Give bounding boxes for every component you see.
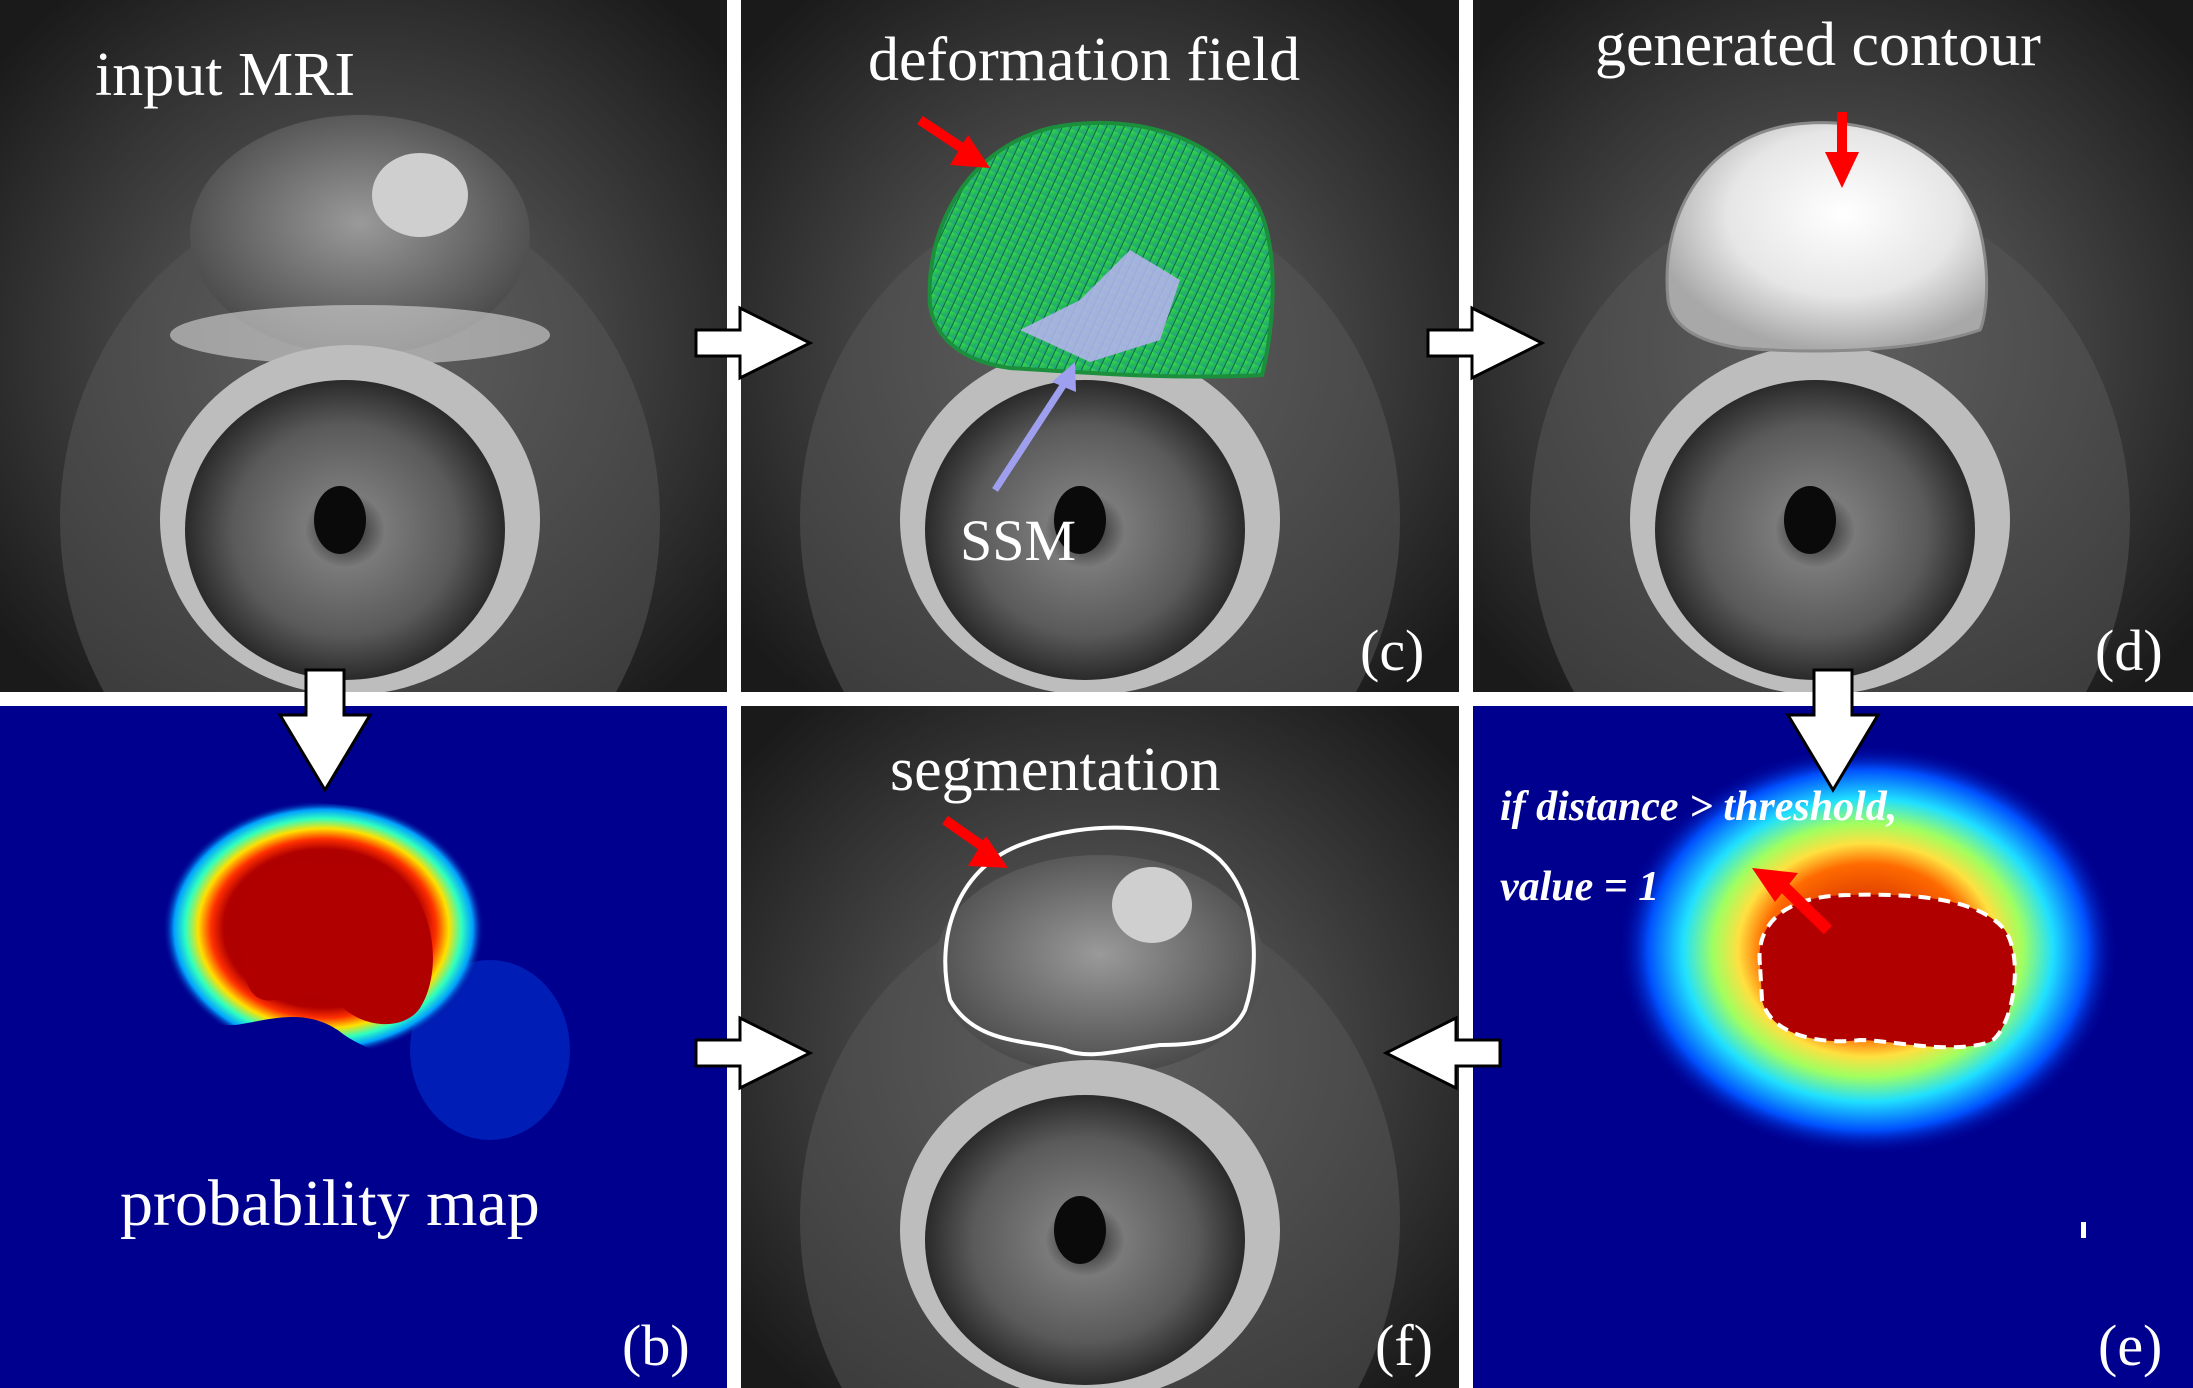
ssm-arrowhead <box>1052 362 1076 392</box>
threshold-note-line2: value = 1 <box>1500 864 1659 910</box>
panel-c-title: deformation field <box>868 26 1300 94</box>
red-arrow-f <box>942 815 988 853</box>
panel-b <box>0 706 727 1388</box>
small-mark <box>2081 1222 2086 1238</box>
arrow-a-to-c <box>694 305 814 381</box>
flow-arrows <box>277 305 1881 1091</box>
panel-d <box>1473 0 2193 692</box>
panel-b-label: (b) <box>622 1313 690 1378</box>
red-arrow-e <box>1777 880 1833 935</box>
panel-f-label: (f) <box>1375 1313 1433 1378</box>
panel-a <box>0 0 727 692</box>
panel-f-title: segmentation <box>890 736 1221 804</box>
deformation-field-surface <box>927 120 1275 379</box>
panel-e <box>1473 706 2193 1388</box>
generated-contour-dome <box>1665 121 1989 353</box>
thresholded-region <box>1757 892 2017 1050</box>
rectum-lumen <box>1784 486 1836 554</box>
rectum-lumen <box>314 486 366 554</box>
prostate-region <box>935 855 1265 1075</box>
arrow-d-to-e <box>1785 668 1881 793</box>
panel-b-caption: probability map <box>120 1167 540 1240</box>
panel-c-label: (c) <box>1360 618 1424 683</box>
panel-a-title: input MRI <box>95 41 355 109</box>
ssm-label: SSM <box>960 508 1076 573</box>
panel-f <box>741 706 1459 1388</box>
lesion <box>372 153 468 237</box>
arrow-b-to-f <box>694 1015 814 1091</box>
ssm-patch <box>1020 250 1180 362</box>
panel-d-title: generated contour <box>1595 11 2041 79</box>
panel-d-label: (d) <box>2095 618 2163 683</box>
rectum-lumen <box>1054 486 1106 554</box>
arrow-e-to-f <box>1382 1015 1502 1091</box>
red-arrowhead-d <box>1825 152 1859 188</box>
threshold-note-line1: if distance > threshold, <box>1500 784 1897 830</box>
red-arrow-c <box>917 115 968 155</box>
ssm-arrow <box>992 376 1071 492</box>
red-arrowhead-c <box>950 135 990 168</box>
rectum-lumen <box>1054 1196 1106 1264</box>
bright-band <box>170 305 550 365</box>
red-arrowhead-e <box>1752 868 1798 902</box>
arrow-a-to-b <box>277 668 373 793</box>
arrow-c-to-d <box>1426 305 1546 381</box>
panel-c <box>741 0 1459 692</box>
lesion <box>1112 867 1192 943</box>
red-arrowhead-f <box>968 836 1008 868</box>
panel-e-label: (e) <box>2098 1313 2162 1378</box>
probability-blob-core <box>239 861 433 1025</box>
segmentation-contour <box>943 825 1256 1057</box>
